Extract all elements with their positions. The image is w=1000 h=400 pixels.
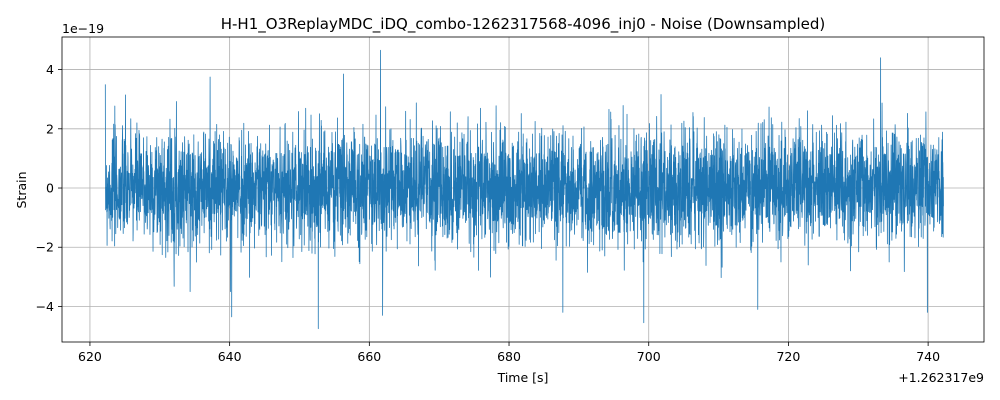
x-tick-label: 740 — [916, 349, 940, 364]
y-tick-label: 4 — [46, 62, 54, 77]
y-scale-label: 1e−19 — [62, 21, 104, 36]
y-tick-label: 2 — [46, 121, 54, 136]
tick-layer: 620 640 660 680 700 720 740 −4 −2 0 2 4 — [36, 62, 941, 364]
x-tick-label: 720 — [776, 349, 800, 364]
x-tick-label: 680 — [497, 349, 521, 364]
x-tick-label: 640 — [218, 349, 242, 364]
chart-title: H-H1_O3ReplayMDC_iDQ_combo-1262317568-40… — [221, 15, 826, 34]
x-tick-label: 620 — [78, 349, 102, 364]
y-tick-label: −4 — [36, 299, 54, 314]
x-axis-label: Time [s] — [497, 370, 549, 385]
x-offset-label: +1.262317e9 — [898, 370, 984, 385]
plot-frame — [61, 36, 985, 343]
x-tick-label: 700 — [637, 349, 661, 364]
y-tick-label: 0 — [46, 181, 54, 196]
strain-series-line — [104, 49, 944, 330]
y-tick-label: −2 — [36, 240, 54, 255]
x-tick-label: 660 — [357, 349, 381, 364]
y-axis-label: Strain — [14, 171, 29, 208]
